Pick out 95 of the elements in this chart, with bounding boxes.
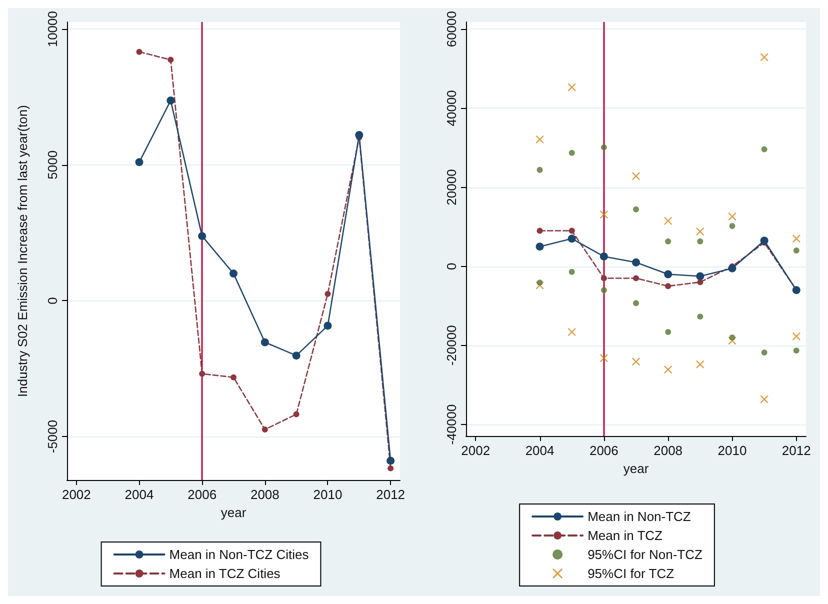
legend-label: Mean in TCZ Cities: [169, 566, 281, 581]
y-tick-label: 40000: [444, 90, 459, 126]
point: [793, 348, 800, 354]
point: [536, 166, 543, 173]
point: [568, 234, 576, 243]
point: [230, 270, 238, 278]
point: [600, 275, 607, 282]
point: [696, 360, 704, 368]
x-tick-label: 2004: [124, 487, 154, 502]
point: [199, 370, 206, 377]
point: [600, 287, 607, 294]
point: [568, 150, 575, 156]
x-tick-label: 2004: [525, 443, 554, 458]
y-tick-label: 20000: [444, 169, 459, 206]
point: [292, 352, 300, 360]
legend-label: 95%CI for Non-TCZ: [588, 547, 702, 562]
point: [536, 280, 543, 286]
point: [600, 252, 608, 260]
x-tick-label: 2012: [782, 443, 811, 458]
point: [697, 314, 704, 320]
point: [761, 350, 768, 356]
x-tick-label: 2010: [718, 443, 747, 458]
point: [260, 338, 269, 346]
point: [600, 144, 607, 150]
x-tick-label: 2008: [250, 487, 280, 502]
y-tick-label: 5000: [45, 150, 60, 180]
legend-label: Mean in TCZ: [588, 528, 663, 543]
point: [536, 135, 544, 144]
point: [792, 332, 800, 340]
point: [262, 426, 268, 432]
point: [293, 411, 300, 418]
point: [665, 328, 672, 335]
point: [760, 395, 768, 404]
point: [355, 131, 364, 140]
point: [632, 172, 640, 180]
point: [198, 232, 206, 240]
point: [729, 334, 736, 341]
point: [665, 238, 672, 244]
point: [696, 228, 704, 236]
y-tick-label: -40000: [444, 404, 459, 445]
point: [664, 366, 672, 374]
point: [568, 83, 576, 92]
point: [633, 275, 639, 282]
point: [728, 212, 736, 221]
y-tick-label: -5000: [45, 420, 60, 454]
point: [632, 358, 640, 366]
point: [135, 158, 144, 166]
point: [729, 223, 736, 230]
point: [697, 279, 704, 286]
point: [633, 206, 639, 212]
point: [697, 238, 704, 244]
point: [568, 328, 576, 336]
y-tick-label: 10000: [45, 10, 60, 48]
x-tick-label: 2006: [589, 443, 618, 458]
legend-label: Mean in Non-TCZ: [588, 509, 691, 524]
y-axis-title: Industry S02 Emission Increase from last year(ton): [15, 105, 30, 397]
x-axis-title: year: [220, 504, 247, 520]
point: [792, 234, 800, 243]
point: [536, 242, 544, 251]
point: [568, 268, 575, 275]
point: [600, 210, 608, 219]
y-tick-label: 0: [45, 297, 60, 304]
y-tick-label: 60000: [444, 10, 459, 48]
legend-label: 95%CI for TCZ: [588, 566, 674, 581]
point: [760, 53, 768, 62]
point: [664, 216, 672, 225]
point: [386, 456, 395, 465]
y-tick-label: -20000: [444, 325, 459, 366]
point: [388, 465, 394, 472]
x-tick-label: 2010: [313, 487, 342, 502]
x-tick-label: 2008: [654, 443, 683, 458]
point: [166, 96, 175, 105]
point: [696, 272, 704, 280]
x-tick-label: 2012: [376, 487, 406, 502]
x-axis-title: year: [623, 460, 650, 476]
x-tick-label: 2002: [461, 443, 490, 458]
point: [665, 283, 672, 290]
point: [168, 56, 174, 63]
point: [664, 270, 672, 278]
point: [324, 290, 331, 297]
y-tick-label: 0: [444, 262, 459, 270]
point: [728, 264, 736, 272]
legend-label: Mean in Non-TCZ Cities: [169, 547, 310, 562]
point: [793, 248, 800, 254]
point: [633, 300, 639, 306]
x-tick-label: 2006: [188, 487, 217, 502]
point: [568, 228, 575, 234]
point: [632, 258, 640, 266]
point: [600, 354, 608, 362]
point: [324, 322, 332, 330]
point: [230, 374, 236, 380]
point: [536, 228, 543, 234]
point: [761, 146, 768, 152]
point: [136, 48, 142, 55]
x-tick-label: 2002: [62, 487, 91, 502]
